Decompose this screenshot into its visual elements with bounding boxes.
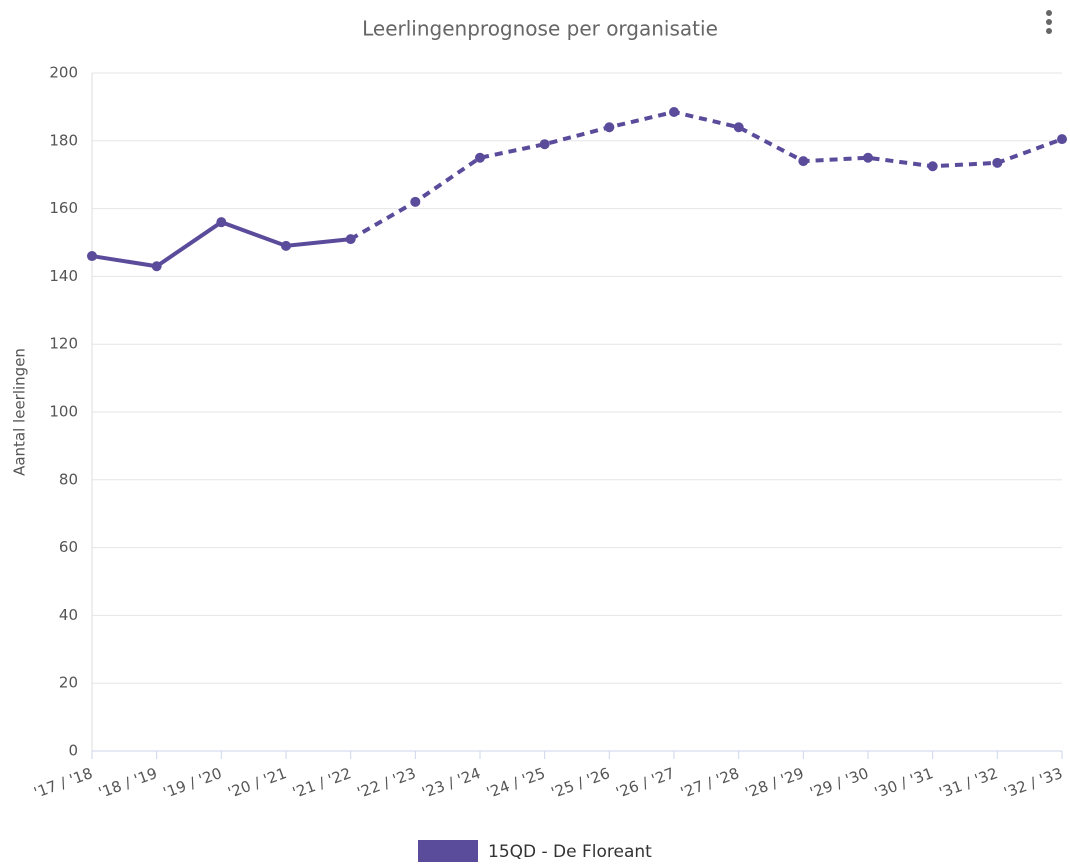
forecast-line bbox=[349, 109, 1063, 241]
data-point bbox=[798, 156, 809, 167]
x-tick-label: '25 / '26 bbox=[549, 764, 612, 802]
x-tick-label: '23 / '24 bbox=[419, 764, 482, 802]
data-point bbox=[604, 122, 615, 133]
legend-swatch bbox=[418, 840, 478, 862]
x-tick-label: '28 / '29 bbox=[743, 764, 806, 802]
x-tick-label: '19 / '20 bbox=[161, 764, 224, 802]
menu-icon[interactable] bbox=[1046, 10, 1052, 34]
y-tick-label: 40 bbox=[59, 606, 78, 624]
y-tick-label: 20 bbox=[59, 674, 78, 692]
x-tick-label: '18 / '19 bbox=[96, 764, 159, 802]
series-line bbox=[91, 219, 351, 269]
y-tick-label: 140 bbox=[49, 267, 78, 285]
menu-dot[interactable] bbox=[1046, 10, 1052, 16]
x-tick-label: '17 / '18 bbox=[31, 764, 94, 802]
data-point bbox=[669, 106, 679, 117]
data-point bbox=[927, 161, 938, 172]
data-point bbox=[151, 261, 162, 272]
data-point bbox=[410, 196, 421, 207]
y-tick-label: 60 bbox=[59, 538, 78, 556]
x-tick-label: '21 / '22 bbox=[290, 764, 353, 802]
data-point bbox=[281, 240, 291, 251]
data-point bbox=[475, 152, 485, 163]
menu-dot[interactable] bbox=[1046, 19, 1052, 25]
y-axis-label: Aantal leerlingen bbox=[11, 348, 29, 476]
data-point bbox=[863, 152, 873, 163]
y-tick-label: 80 bbox=[59, 470, 78, 488]
x-tick-label: '26 / '27 bbox=[613, 764, 676, 802]
x-tick-label: '20 / '21 bbox=[225, 764, 288, 802]
data-point bbox=[87, 251, 97, 262]
data-point bbox=[539, 139, 550, 150]
x-tick-label: '22 / '23 bbox=[355, 764, 418, 802]
x-tick-label: '24 / '25 bbox=[484, 764, 547, 802]
y-tick-label: 160 bbox=[49, 199, 78, 217]
data-point bbox=[216, 217, 227, 228]
x-tick-label: '30 / '31 bbox=[872, 764, 935, 802]
data-point bbox=[345, 234, 356, 245]
data-point bbox=[733, 122, 744, 133]
menu-dot[interactable] bbox=[1046, 28, 1052, 34]
y-tick-label: 200 bbox=[49, 64, 78, 82]
y-tick-label: 100 bbox=[49, 403, 78, 421]
chart-title: Leerlingenprognose per organisatie bbox=[362, 17, 718, 41]
x-tick-label: '27 / '28 bbox=[678, 764, 741, 802]
legend-label: 15QD - De Floreant bbox=[488, 842, 652, 862]
data-point bbox=[1057, 134, 1067, 145]
x-tick-label: '29 / '30 bbox=[807, 764, 870, 802]
data-point bbox=[992, 157, 1003, 168]
y-tick-label: 120 bbox=[49, 335, 78, 353]
y-tick-label: 0 bbox=[68, 742, 78, 760]
x-tick-label: '32 / '33 bbox=[1001, 764, 1064, 802]
x-tick-label: '31 / '32 bbox=[937, 764, 1000, 802]
y-tick-label: 180 bbox=[49, 131, 78, 149]
